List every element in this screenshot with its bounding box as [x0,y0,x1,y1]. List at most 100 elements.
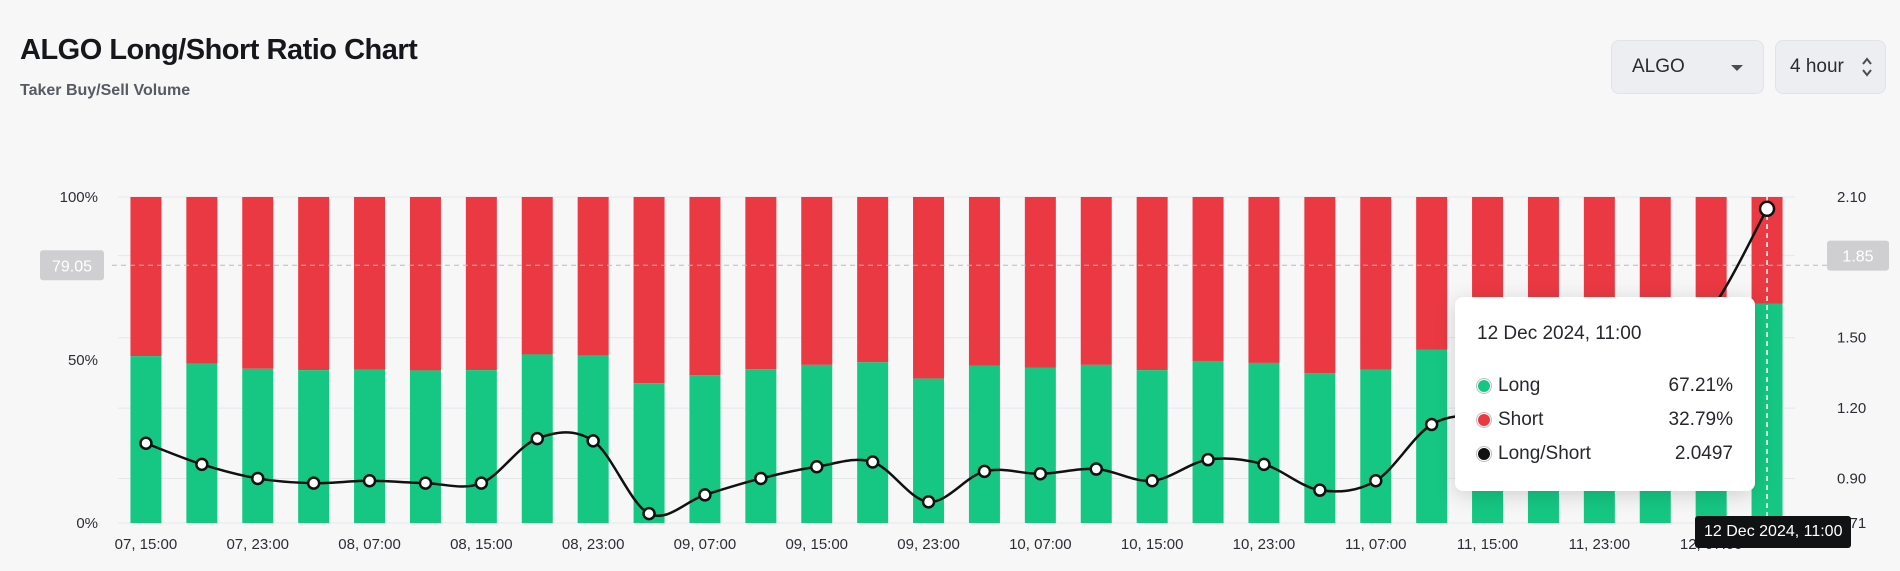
short-dot-icon [1477,413,1491,427]
short-bar [1192,197,1224,361]
short-bar [354,197,386,370]
long-bar [801,364,833,523]
ratio-point [362,474,377,488]
ratio-point [810,459,824,474]
x-tick-label: 10, 23:00 [1233,536,1296,553]
interval-select[interactable]: 4 hour [1775,40,1886,94]
long-dot-icon [1477,379,1491,393]
y-left-marker-badge [40,250,104,281]
short-bar [577,197,609,356]
short-bar [521,197,553,355]
x-tick-label: 08, 07:00 [338,536,401,553]
ratio-point [1369,474,1383,488]
y-right-marker-label: 1.85 [1842,249,1873,266]
ratio-point [195,457,209,472]
symbol-select[interactable]: ALGO [1611,40,1764,94]
ratio-point [754,471,768,486]
y-right-tick-label: 0.90 [1837,470,1866,487]
tooltip-value: 67.21% [1668,375,1733,396]
short-bar [1416,197,1448,350]
long-bar [1080,364,1112,523]
x-tick-label: 09, 23:00 [897,536,960,553]
x-tick-label: 08, 23:00 [562,536,625,553]
y-right-marker-badge [1827,240,1889,271]
short-bar [857,197,889,363]
short-bar [465,197,497,371]
ratio-dot-icon [1477,447,1491,461]
chart-tooltip: 12 Dec 2024, 11:00 Long 67.21% Short 32.… [1455,297,1755,491]
long-bar [1360,369,1392,523]
tooltip-date: 12 Dec 2024, 11:00 [1477,323,1642,344]
crosshair-date-label: 12 Dec 2024, 11:00 [1695,516,1852,548]
ratio-point [474,476,489,490]
ratio-point [1033,466,1048,481]
short-bar [1136,197,1168,371]
x-tick-label: 11, 23:00 [1569,536,1630,553]
x-tick-label: 07, 23:00 [226,536,289,553]
short-bar [242,197,274,369]
short-bar [1360,197,1392,370]
tooltip-row-ratio: Long/Short 2.0497 [1477,437,1733,471]
tooltip-label: Short [1498,409,1544,430]
short-bar [1024,197,1056,368]
long-bar [1136,370,1168,523]
y-right-tick-label: 1.20 [1837,400,1866,417]
long-bar [1024,367,1056,523]
short-bar [186,197,218,364]
long-bar [633,383,665,523]
x-tick-label: 07, 15:00 [115,536,178,553]
ratio-point [921,495,936,509]
tooltip-value: 32.79% [1668,409,1733,430]
ratio-point [977,464,992,479]
y-left-tick-label: 0% [76,515,98,532]
long-bar [465,370,497,523]
tooltip-label: Long/Short [1498,443,1591,464]
y-left-marker-label: 79.05 [52,258,92,275]
long-bar [409,370,441,523]
ratio-point [1424,417,1439,432]
short-bar [801,197,833,365]
ratio-point [698,488,712,502]
long-bar [242,368,274,523]
x-tick-label: 10, 15:00 [1121,536,1184,553]
short-bar [1304,197,1336,374]
short-bar [298,197,330,371]
short-bar [1248,197,1280,363]
interval-select-value: 4 hour [1790,56,1844,77]
long-bar [1192,360,1224,523]
ratio-point [642,506,656,521]
long-bar [857,362,889,523]
x-tick-label: 11, 07:00 [1345,536,1406,553]
tooltip-row-long: Long 67.21% [1477,369,1733,403]
short-bar [1080,197,1112,365]
page-title: ALGO Long/Short Ratio Chart [20,34,418,66]
tooltip-label: Long [1498,375,1541,396]
x-tick-label: 09, 15:00 [785,536,848,553]
page-subtitle: Taker Buy/Sell Volume [20,82,191,99]
short-bar [745,197,777,370]
ratio-point [139,436,153,451]
y-left-tick-label: 100% [60,189,98,206]
x-tick-label: 09, 07:00 [674,536,737,553]
short-bar [409,197,441,371]
ratio-point [1089,462,1103,476]
y-left-tick-label: 50% [68,352,98,369]
ratio-point [530,431,544,446]
ratio-point [251,471,265,486]
long-bar [298,370,330,523]
x-tick-label: 08, 15:00 [450,536,513,553]
short-bar [633,197,665,384]
y-right-tick-label: 1.50 [1837,330,1866,347]
ratio-point [865,455,880,469]
ratio-point [306,476,321,490]
long-bar [186,363,218,523]
ratio-point [418,476,433,490]
ratio-point [1257,457,1271,472]
short-bar [689,197,721,376]
long-bar [968,365,1000,523]
short-bar [130,197,162,357]
ratio-point [1201,452,1215,467]
x-tick-label: 10, 07:00 [1009,536,1072,553]
tooltip-value: 2.0497 [1674,443,1733,464]
long-bar [354,369,386,523]
